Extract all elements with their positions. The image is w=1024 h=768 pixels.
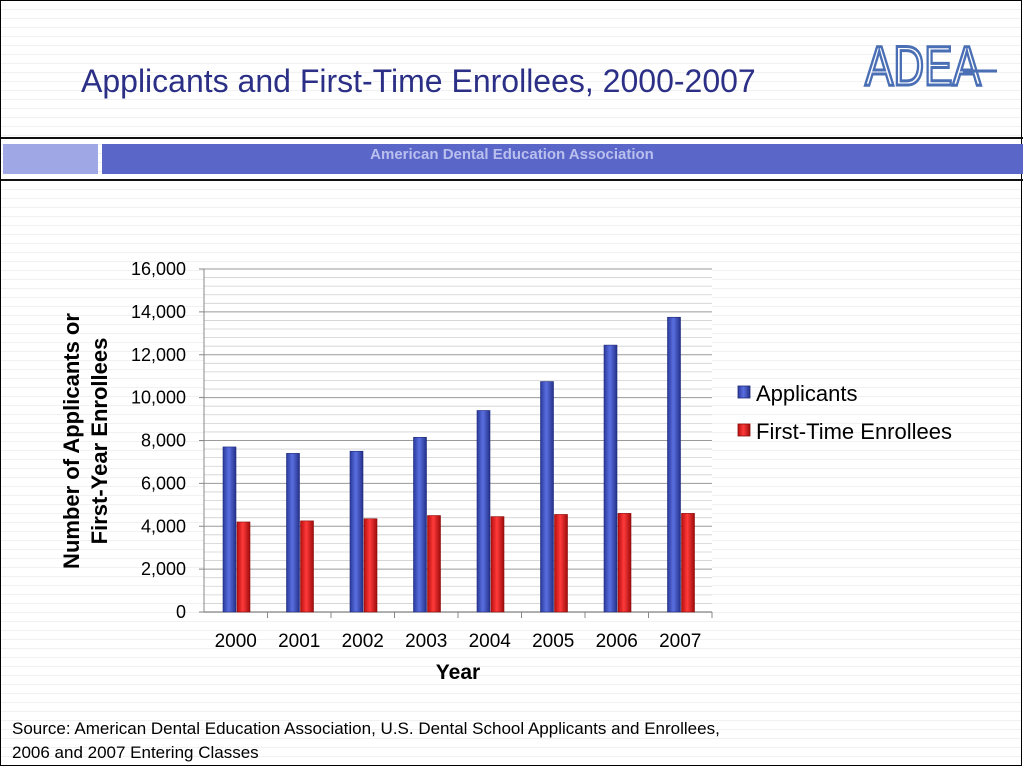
bar-enrollees-2002 bbox=[363, 518, 378, 613]
slide-title: Applicants and First-Time Enrollees, 200… bbox=[81, 63, 756, 99]
bar-enrollees-2000 bbox=[236, 521, 251, 613]
bar-applicants-2004 bbox=[476, 410, 491, 613]
bar-applicants-2000 bbox=[222, 446, 237, 613]
organization-name: American Dental Education Association bbox=[370, 146, 654, 163]
x-tick-label: 2003 bbox=[405, 631, 447, 652]
header-band-accent bbox=[3, 144, 98, 174]
x-tick-label: 2007 bbox=[659, 631, 701, 652]
bar-applicants-2002 bbox=[349, 450, 364, 613]
y-tick-label: 8,000 bbox=[141, 431, 186, 451]
y-tick-label: 16,000 bbox=[131, 259, 186, 279]
y-axis-label-line1: Number of Applicants or bbox=[59, 313, 84, 569]
bar-enrollees-2007 bbox=[681, 513, 695, 613]
x-tick-label: 2005 bbox=[532, 631, 574, 652]
adea-logo: ADEA bbox=[864, 35, 997, 91]
source-footnote-line1: Source: American Dental Education Associ… bbox=[12, 719, 720, 738]
y-axis-label: Number of Applicants or First-Year Enrol… bbox=[59, 313, 112, 569]
bar-enrollees-2001 bbox=[300, 520, 314, 613]
x-tick-label: 2004 bbox=[469, 631, 512, 652]
bar-enrollees-2004 bbox=[490, 516, 505, 613]
y-tick-label: 14,000 bbox=[131, 302, 186, 322]
bar-enrollees-2003 bbox=[427, 515, 441, 613]
bars bbox=[222, 316, 695, 613]
bar-applicants-2001 bbox=[286, 453, 300, 613]
y-tick-label: 10,000 bbox=[131, 388, 186, 408]
source-footnote: Source: American Dental Education Associ… bbox=[12, 717, 912, 765]
y-tick-label: 2,000 bbox=[141, 559, 186, 579]
gridlines bbox=[203, 268, 712, 613]
bar-applicants-2006 bbox=[603, 344, 618, 613]
legend-label-applicants: Applicants bbox=[756, 381, 858, 406]
y-tick-label: 0 bbox=[176, 602, 186, 622]
header-rule-lower bbox=[1, 179, 1023, 181]
x-tick-label: 2002 bbox=[342, 631, 384, 652]
y-axis-label-line2: First-Year Enrollees bbox=[87, 338, 112, 545]
y-tick-label: 6,000 bbox=[141, 473, 186, 493]
bar-chart: 0 2,000 4,000 6,000 8,000 10,000 12,000 14,000 1… bbox=[59, 259, 952, 684]
legend-swatch-applicants bbox=[737, 385, 751, 399]
bar-applicants-2007 bbox=[667, 316, 681, 613]
bar-enrollees-2006 bbox=[617, 513, 632, 613]
header-rule bbox=[1, 137, 1023, 139]
bar-applicants-2003 bbox=[413, 436, 427, 613]
legend: Applicants First-Time Enrollees bbox=[737, 381, 952, 444]
x-axis-label: Year bbox=[436, 661, 480, 684]
x-tick-label: 2000 bbox=[215, 631, 257, 652]
bar-enrollees-2005 bbox=[554, 514, 568, 613]
y-axis-ticks: 0 2,000 4,000 6,000 8,000 10,000 12,000 14,000 1… bbox=[131, 259, 204, 622]
bar-applicants-2005 bbox=[540, 381, 554, 613]
x-axis-ticks: 2000 2001 2002 2003 2004 2005 2006 2007 bbox=[215, 612, 713, 652]
header-band: American Dental Education Association bbox=[102, 144, 1023, 174]
x-tick-label: 2001 bbox=[278, 631, 320, 652]
x-tick-label: 2006 bbox=[596, 631, 638, 652]
legend-label-enrollees: First-Time Enrollees bbox=[756, 419, 952, 444]
y-tick-label: 4,000 bbox=[141, 516, 186, 536]
legend-swatch-enrollees bbox=[737, 423, 751, 437]
source-footnote-line2: 2006 and 2007 Entering Classes bbox=[12, 743, 259, 762]
y-tick-label: 12,000 bbox=[131, 345, 186, 365]
adea-logo-text: ADEA bbox=[865, 35, 981, 91]
